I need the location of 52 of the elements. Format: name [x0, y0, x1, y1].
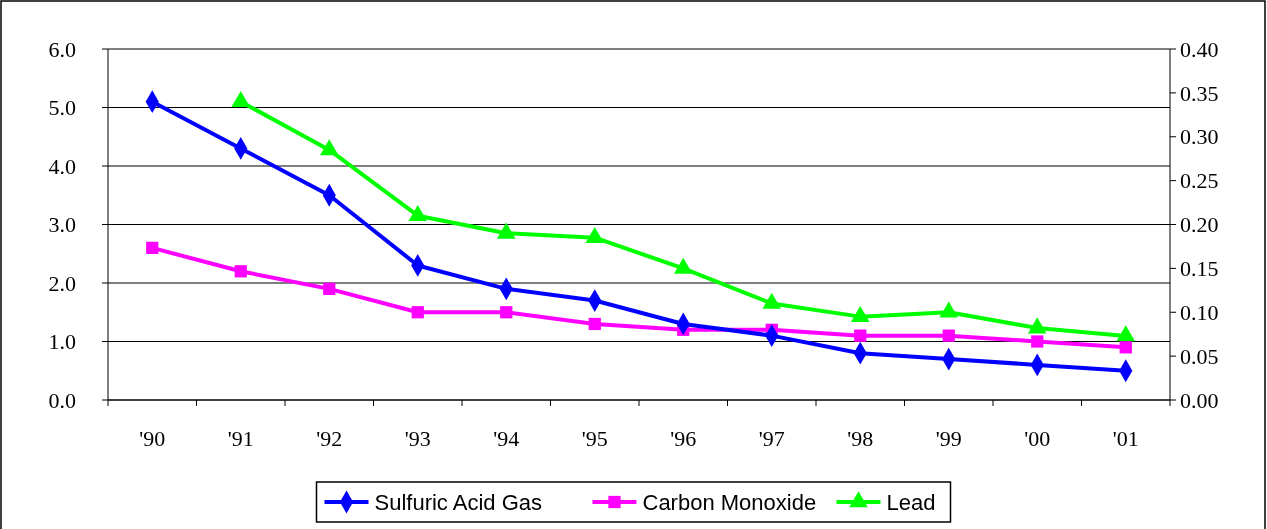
x-tick-label: '98: [847, 426, 874, 451]
x-tick-label: '90: [139, 426, 166, 451]
y-tick-label: 1.0: [48, 329, 76, 355]
legend-label: Lead: [886, 489, 936, 515]
x-tick-label: '01: [1112, 426, 1139, 451]
point: [500, 306, 513, 319]
point: [408, 204, 428, 222]
y2-tick-label: 0.25: [1180, 168, 1219, 194]
point: [234, 265, 247, 278]
x-tick-label: '91: [227, 426, 254, 451]
point: [942, 329, 955, 342]
y2-tick-label: 0.00: [1180, 387, 1219, 413]
point: [319, 139, 339, 156]
point: [854, 329, 867, 342]
point: [411, 306, 424, 319]
point: [673, 257, 693, 274]
point: [231, 90, 251, 108]
y-tick-label: 6.0: [48, 36, 76, 62]
point: [939, 301, 959, 318]
x-tick-label: '93: [404, 426, 431, 451]
point: [496, 222, 516, 239]
point: [588, 317, 601, 331]
legend-label: Carbon Monoxide: [642, 489, 817, 515]
x-tick-label: '99: [935, 426, 962, 451]
y-tick-label: 4.0: [48, 153, 76, 179]
x-tick-label: '94: [493, 426, 520, 451]
point: [1027, 317, 1047, 334]
x-tick-label: '97: [758, 426, 785, 451]
y2-tick-label: 0.35: [1180, 80, 1219, 106]
x-tick-label: '95: [581, 426, 608, 451]
x-tick-label: '96: [670, 426, 697, 451]
point: [1116, 325, 1136, 342]
point: [585, 226, 605, 244]
y2-tick-label: 0.10: [1180, 299, 1219, 325]
y-tick-label: 3.0: [48, 212, 76, 238]
y2-tick-label: 0.40: [1180, 36, 1219, 62]
x-tick-label: '92: [316, 426, 343, 451]
y-tick-label: 5.0: [48, 95, 76, 121]
legend-label: Sulfuric Acid Gas: [374, 489, 543, 515]
x-tick-label: '00: [1024, 426, 1051, 451]
y-tick-label: 2.0: [48, 270, 76, 296]
y2-tick-label: 0.15: [1180, 256, 1219, 282]
y2-tick-label: 0.20: [1180, 212, 1219, 238]
y-tick-label: 0.0: [48, 387, 76, 413]
point: [850, 305, 870, 323]
y2-tick-label: 0.30: [1180, 124, 1219, 150]
point: [146, 241, 159, 255]
y2-tick-label: 0.05: [1180, 343, 1219, 369]
point: [762, 292, 782, 309]
point: [323, 282, 336, 295]
point: [1031, 335, 1044, 348]
point: [1119, 341, 1132, 354]
